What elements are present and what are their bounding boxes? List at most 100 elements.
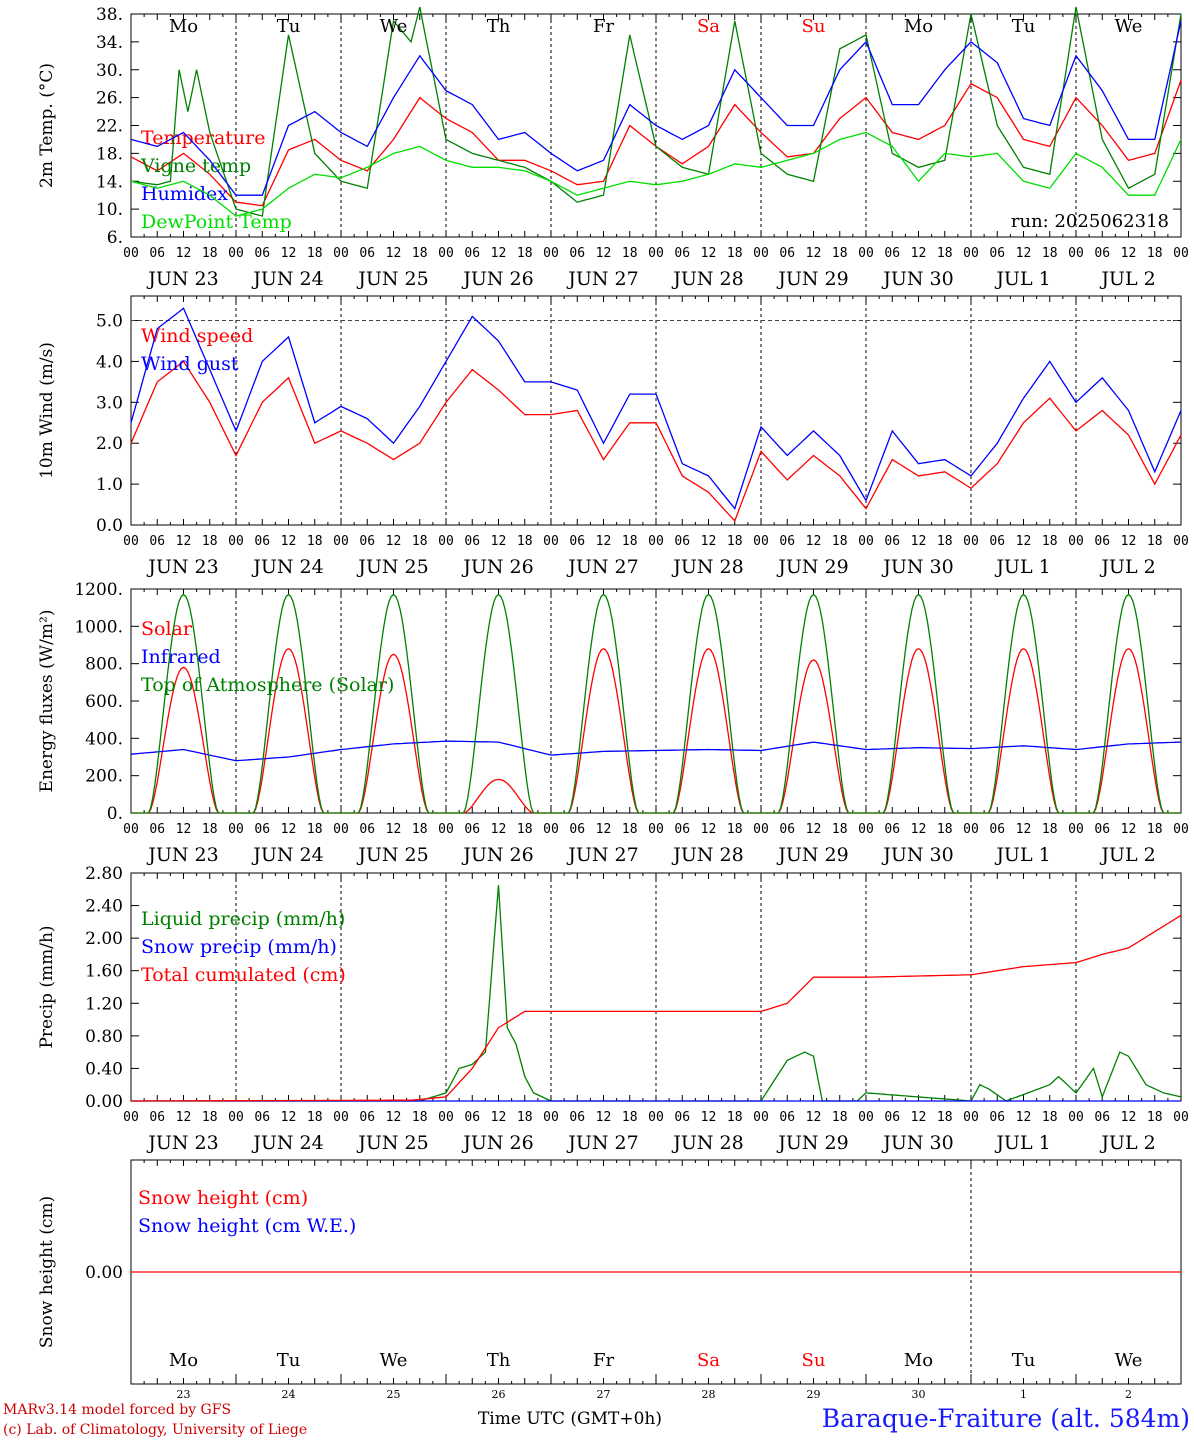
date-label: JUL 2: [1099, 556, 1155, 578]
x-hour-tick-label: 00: [753, 822, 769, 837]
legend-entry: Temperature: [141, 127, 265, 149]
x-hour-tick-label: 12: [806, 822, 822, 837]
x-hour-tick-label: 12: [596, 822, 612, 837]
x-hour-tick-label: 00: [438, 822, 454, 837]
x-hour-tick-label: 06: [674, 246, 690, 261]
legend-entry: Liquid precip (mm/h): [141, 908, 345, 930]
day-number-label: 24: [282, 1388, 296, 1401]
day-name: We: [1115, 1350, 1143, 1371]
x-hour-tick-label: 18: [1147, 1110, 1163, 1125]
x-hour-tick-label: 18: [307, 246, 323, 261]
y-tick-label: 14.: [96, 172, 123, 192]
x-hour-tick-label: 00: [648, 534, 664, 549]
x-hour-tick-label: 12: [176, 246, 192, 261]
x-hour-tick-label: 12: [491, 822, 507, 837]
x-hour-tick-label: 00: [1068, 822, 1084, 837]
x-hour-tick-label: 18: [1147, 534, 1163, 549]
x-hour-tick-label: 18: [307, 1110, 323, 1125]
y-tick-label: 30.: [96, 61, 123, 81]
x-hour-tick-label: 12: [701, 822, 717, 837]
y-tick-label: 10.: [96, 200, 123, 220]
date-label: JUN 23: [146, 1132, 218, 1154]
x-hour-tick-label: 18: [517, 1110, 533, 1125]
date-label: JUN 30: [881, 1132, 953, 1154]
series-line-total-cumulated-cm: [131, 914, 1182, 1102]
x-hour-tick-label: 06: [464, 246, 480, 261]
day-number-label: 26: [492, 1388, 506, 1401]
day-name: We: [380, 1350, 408, 1371]
date-label: JUL 1: [994, 268, 1050, 290]
date-label: JUN 25: [356, 268, 428, 290]
date-label: JUN 28: [671, 556, 743, 578]
x-hour-tick-label: 00: [438, 534, 454, 549]
x-hour-tick-label: 12: [911, 822, 927, 837]
x-hour-tick-label: 00: [1068, 534, 1084, 549]
x-hour-tick-label: 18: [307, 822, 323, 837]
x-hour-tick-label: 06: [254, 822, 270, 837]
y-tick-label: 34.: [96, 33, 123, 53]
day-number-label: 30: [912, 1388, 926, 1401]
x-hour-tick-label: 12: [701, 1110, 717, 1125]
x-hour-tick-label: 18: [412, 534, 428, 549]
x-hour-tick-label: 12: [1121, 1110, 1137, 1125]
date-label: JUN 29: [776, 844, 848, 866]
x-hour-tick-label: 06: [1094, 1110, 1110, 1125]
x-hour-tick-label: 06: [254, 246, 270, 261]
x-hour-tick-label: 12: [281, 1110, 297, 1125]
x-hour-tick-label: 06: [779, 534, 795, 549]
x-hour-tick-label: 18: [937, 534, 953, 549]
y-tick-label: 1.20: [85, 994, 123, 1014]
x-hour-tick-label: 18: [622, 822, 638, 837]
x-hour-tick-label: 12: [596, 1110, 612, 1125]
series-line-wind-gust: [130, 307, 1182, 510]
day-name: Tu: [277, 1350, 301, 1371]
x-hour-tick-label: 06: [464, 1110, 480, 1125]
y-tick-label: 1200.: [74, 580, 123, 600]
legend-entry: Total cumulated (cm): [141, 964, 346, 986]
legend-entry: Wind speed: [141, 325, 253, 347]
day-number-label: 28: [702, 1388, 716, 1401]
x-hour-tick-label: 06: [674, 1110, 690, 1125]
x-hour-tick-label: 12: [1016, 822, 1032, 837]
x-hour-tick-label: 12: [1016, 534, 1032, 549]
date-label: JUN 30: [881, 844, 953, 866]
x-hour-tick-label: 06: [569, 246, 585, 261]
panel-2: 00 06 12 18 00 06 12 18 00 06 12 18 00 06 12 18 00 06 12 18…: [37, 295, 1189, 578]
y-tick-label: 0.0: [96, 516, 123, 536]
x-hour-tick-label: 00: [333, 1110, 349, 1125]
day-name: Fr: [593, 1350, 614, 1371]
date-label: JUN 26: [461, 844, 533, 866]
x-hour-tick-label: 12: [806, 246, 822, 261]
x-hour-tick-label: 12: [1121, 246, 1137, 261]
x-hour-tick-label: 18: [727, 534, 743, 549]
x-hour-tick-label: 06: [254, 1110, 270, 1125]
panel-1: 00 06 12 18 00 06 12 18 00 06 12 18 00 06 12 18 00 06 12 18…: [37, 5, 1189, 290]
x-hour-tick-label: 06: [359, 246, 375, 261]
date-label: JUN 28: [671, 1132, 743, 1154]
date-label: JUN 27: [566, 844, 638, 866]
y-tick-label: 2.00: [85, 929, 123, 949]
x-hour-tick-label: 06: [989, 246, 1005, 261]
x-hour-tick-label: 00: [753, 246, 769, 261]
x-hour-tick-label: 12: [806, 534, 822, 549]
x-hour-tick-label: 00: [228, 246, 244, 261]
x-hour-tick-label: 00: [963, 822, 979, 837]
y-tick-label: 5.0: [96, 312, 123, 332]
day-name: Mo: [904, 1350, 933, 1371]
x-hour-tick-label: 18: [517, 822, 533, 837]
x-hour-tick-label: 06: [884, 534, 900, 549]
x-hour-tick-label: 00: [333, 822, 349, 837]
y-tick-label: 1000.: [74, 617, 123, 637]
date-label: JUL 2: [1099, 844, 1155, 866]
x-hour-tick-label: 18: [1147, 822, 1163, 837]
x-hour-tick-label: 18: [622, 246, 638, 261]
day-name: Tu: [1012, 16, 1036, 37]
x-hour-tick-label: 00: [438, 1110, 454, 1125]
x-hour-tick-label: 00: [1173, 534, 1189, 549]
x-hour-tick-label: 18: [832, 1110, 848, 1125]
y-tick-label: 3.0: [96, 393, 123, 413]
x-hour-tick-label: 06: [674, 822, 690, 837]
day-number-label: 29: [807, 1388, 821, 1401]
y-axis-label: 2m Temp. (°C): [37, 63, 57, 188]
y-axis-label: Energy fluxes (W/m²): [37, 610, 57, 793]
